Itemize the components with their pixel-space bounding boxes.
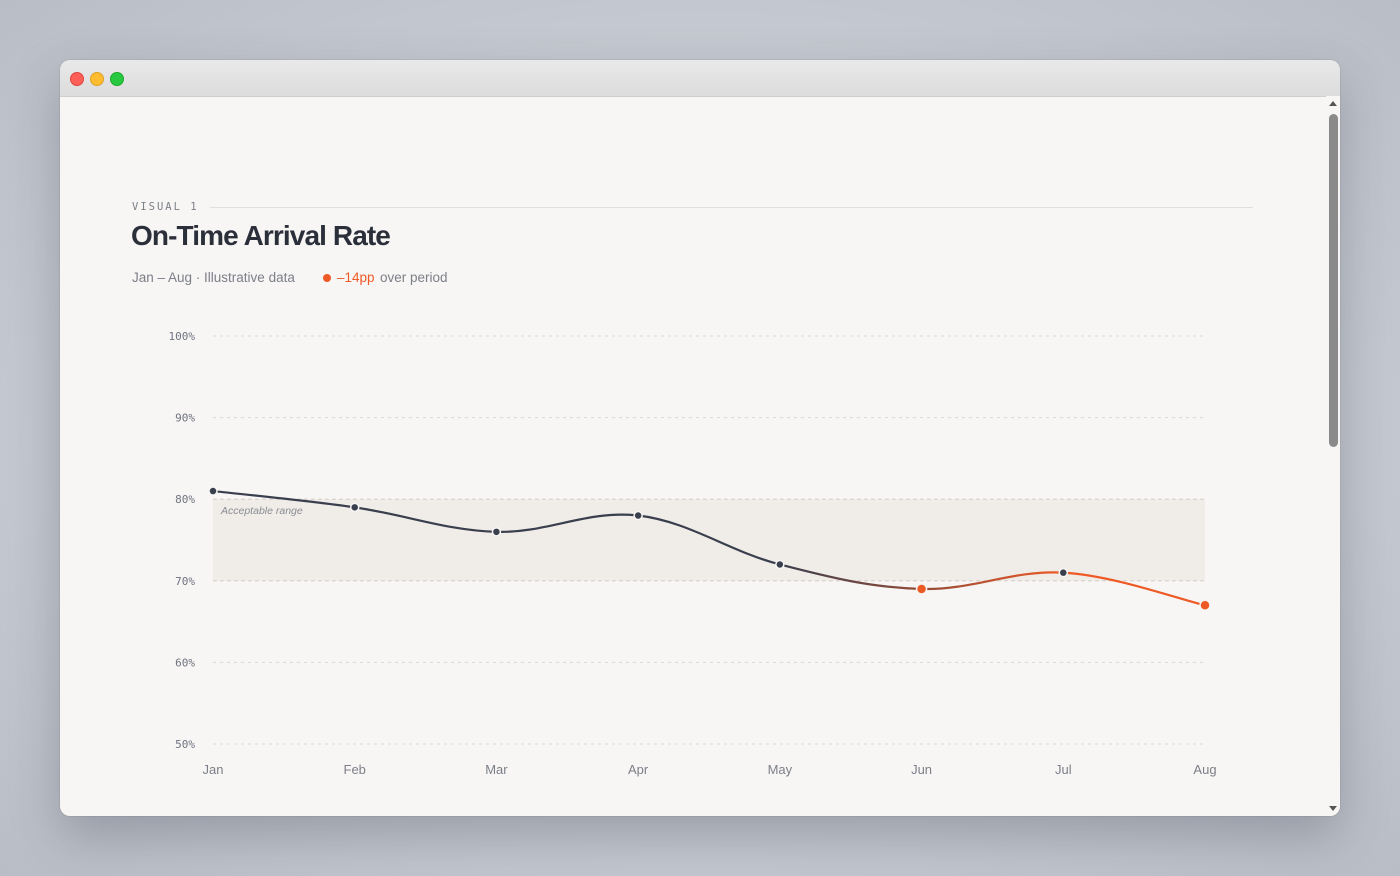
y-tick-label: 100% xyxy=(169,330,196,343)
data-point-jun xyxy=(915,583,928,595)
y-tick-label: 80% xyxy=(175,493,195,506)
vertical-scrollbar[interactable] xyxy=(1326,96,1340,816)
y-tick-label: 90% xyxy=(175,412,195,425)
data-point-mar xyxy=(491,527,502,537)
scroll-up-arrow[interactable] xyxy=(1329,101,1337,106)
chart-subtitle: Jan – Aug · Illustrative data xyxy=(132,270,295,285)
zoom-window-button[interactable] xyxy=(110,72,124,86)
data-point-may xyxy=(775,559,785,570)
data-point-feb xyxy=(349,502,360,513)
x-tick-label: Aug xyxy=(1193,762,1216,777)
visual-eyebrow: VISUAL 1 xyxy=(132,201,199,213)
x-tick-label: Apr xyxy=(628,762,649,777)
x-tick-label: Mar xyxy=(485,762,508,777)
data-point-jan xyxy=(208,486,218,496)
delta-value: –14pp xyxy=(337,270,375,285)
y-tick-label: 50% xyxy=(175,738,195,751)
y-tick-label: 60% xyxy=(175,656,195,669)
y-tick-label: 70% xyxy=(175,575,195,588)
series-line xyxy=(211,489,1207,607)
data-point-aug xyxy=(1199,599,1211,612)
page-content: VISUAL 1 On-Time Arrival Rate Jan – Aug … xyxy=(60,96,1326,816)
acceptable-range-band xyxy=(213,499,1205,581)
scrollbar-thumb[interactable] xyxy=(1329,114,1338,447)
minimize-window-button[interactable] xyxy=(90,72,104,86)
app-window: VISUAL 1 On-Time Arrival Rate Jan – Aug … xyxy=(60,60,1340,816)
band-label: Acceptable range xyxy=(220,505,303,517)
x-tick-label: Feb xyxy=(344,762,366,777)
x-tick-label: Jun xyxy=(911,762,932,777)
close-window-button[interactable] xyxy=(70,72,84,86)
eyebrow-divider xyxy=(210,207,1253,208)
data-point-jul xyxy=(1058,567,1069,578)
x-tick-label: Jan xyxy=(203,762,224,777)
x-tick-label: Jul xyxy=(1055,762,1072,777)
scroll-down-arrow[interactable] xyxy=(1329,806,1337,811)
x-tick-label: May xyxy=(768,762,793,777)
title-bar xyxy=(60,60,1340,97)
page-title: On-Time Arrival Rate xyxy=(131,220,391,251)
delta-label: over period xyxy=(380,270,448,285)
data-point-apr xyxy=(633,510,643,521)
line-chart: Acceptable range 100% 90% 80% 70% 60% 50% Jan F… xyxy=(169,330,1217,777)
delta-indicator-dot xyxy=(323,274,331,282)
